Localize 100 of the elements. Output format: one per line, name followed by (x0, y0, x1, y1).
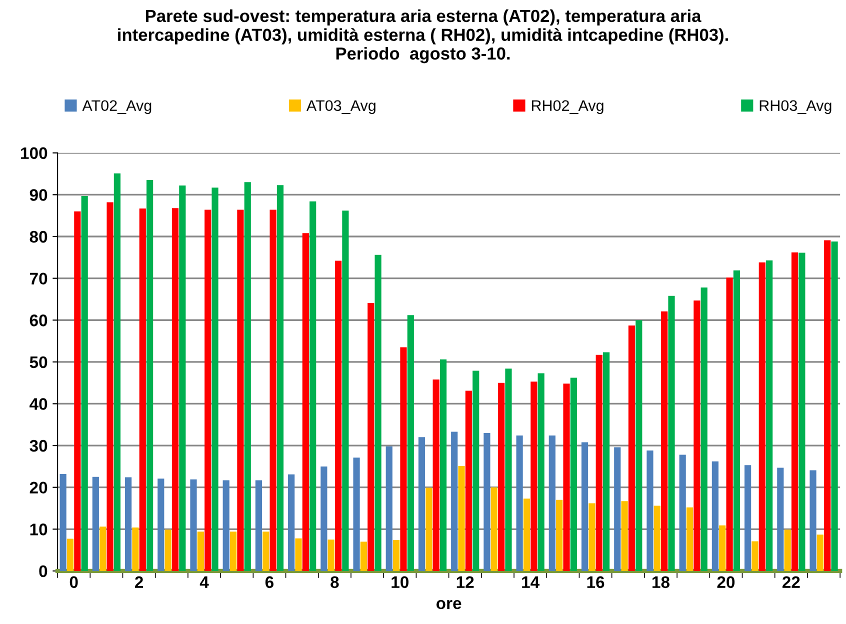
bar (570, 378, 577, 571)
y-tick-label: 20 (30, 482, 48, 494)
bar (92, 476, 99, 571)
bar (636, 320, 642, 571)
bar (407, 315, 414, 571)
bar (310, 201, 316, 571)
bar (295, 538, 302, 571)
bar (100, 526, 106, 571)
bar (132, 527, 139, 571)
bar (81, 196, 88, 571)
bar (679, 454, 686, 571)
bar (179, 185, 186, 571)
bar (172, 208, 179, 571)
bar (270, 210, 276, 571)
bar (538, 373, 544, 571)
bar (505, 368, 512, 571)
bar (302, 233, 309, 571)
bar (563, 384, 570, 571)
legend-label: AT03_Avg (306, 100, 376, 114)
x-tick-label: 18 (652, 576, 670, 588)
x-tick-label: 2 (134, 576, 144, 588)
y-tick-label: 10 (30, 524, 48, 536)
bar (621, 501, 628, 571)
y-tick-label: 40 (30, 398, 48, 410)
x-tick-label: 22 (782, 576, 800, 588)
x-tick-label: 8 (330, 576, 339, 588)
bar (791, 252, 798, 571)
bar (164, 530, 172, 571)
bar (222, 480, 230, 571)
x-axis-title: ore (436, 600, 462, 610)
bar (288, 474, 295, 571)
bar (588, 503, 596, 571)
y-tick-label: 90 (30, 189, 48, 201)
bar (472, 370, 480, 571)
bar (197, 532, 204, 571)
bar (516, 436, 523, 571)
bar (719, 525, 726, 571)
bar (66, 538, 74, 571)
bar (60, 474, 66, 571)
bar (386, 446, 392, 571)
bar (432, 379, 440, 571)
bar (831, 242, 838, 571)
x-tick-label: 10 (392, 576, 408, 588)
bar (726, 277, 733, 571)
bar (668, 296, 675, 571)
bar (255, 480, 262, 571)
bar (824, 240, 831, 571)
bar (700, 288, 708, 571)
x-tick-label: 4 (200, 576, 209, 588)
bar (360, 542, 367, 571)
bar (244, 182, 251, 571)
legend-label: RH03_Avg (760, 100, 832, 114)
y-tick-label: 70 (30, 272, 48, 285)
legend-label: AT02_Avg (82, 100, 152, 114)
bar (237, 210, 244, 571)
bar (342, 210, 349, 571)
bar (440, 359, 447, 571)
y-tick-label: 60 (30, 314, 48, 326)
bar (418, 437, 426, 571)
bar (146, 180, 154, 571)
y-tick-label: 80 (30, 230, 48, 243)
bar (374, 254, 382, 571)
bar (712, 461, 718, 571)
bar (465, 390, 472, 571)
bar (596, 354, 602, 571)
bar (74, 211, 81, 571)
x-tick-label: 6 (265, 576, 274, 588)
bar (393, 540, 400, 571)
bar (661, 311, 668, 571)
y-tick-label: 30 (30, 440, 48, 452)
bar (212, 188, 218, 571)
bar (320, 466, 328, 571)
bar (458, 466, 465, 571)
bar (368, 302, 374, 571)
bar (139, 208, 146, 571)
bar (733, 270, 740, 571)
bar (426, 488, 432, 571)
bar (334, 260, 342, 571)
bar (451, 432, 458, 571)
bar (602, 352, 610, 571)
bar (556, 500, 563, 571)
legend-label: RH02_Avg (532, 100, 604, 114)
bar (530, 382, 538, 571)
x-tick-label: 16 (587, 576, 604, 588)
x-tick-label: 14 (522, 576, 540, 588)
bar (328, 540, 334, 571)
bar (744, 465, 752, 571)
bar (581, 442, 588, 571)
x-tick-label: 20 (717, 576, 735, 588)
bar (498, 382, 505, 571)
bar (523, 498, 530, 571)
bar (694, 300, 700, 571)
bar (752, 541, 758, 571)
bar (614, 447, 621, 571)
bar (784, 530, 791, 571)
bar (114, 173, 120, 571)
x-tick-label: 0 (70, 576, 78, 588)
bar (124, 477, 132, 571)
bar (777, 468, 784, 571)
chart-title: Parete sud-ovest: temperatura aria esterna (AT02), temperatura aria intercapedine (AT03), umidità esterna ( RH02), umidità intcapedine (RH03). Periodo agosto 3-10. (118, 9, 728, 64)
